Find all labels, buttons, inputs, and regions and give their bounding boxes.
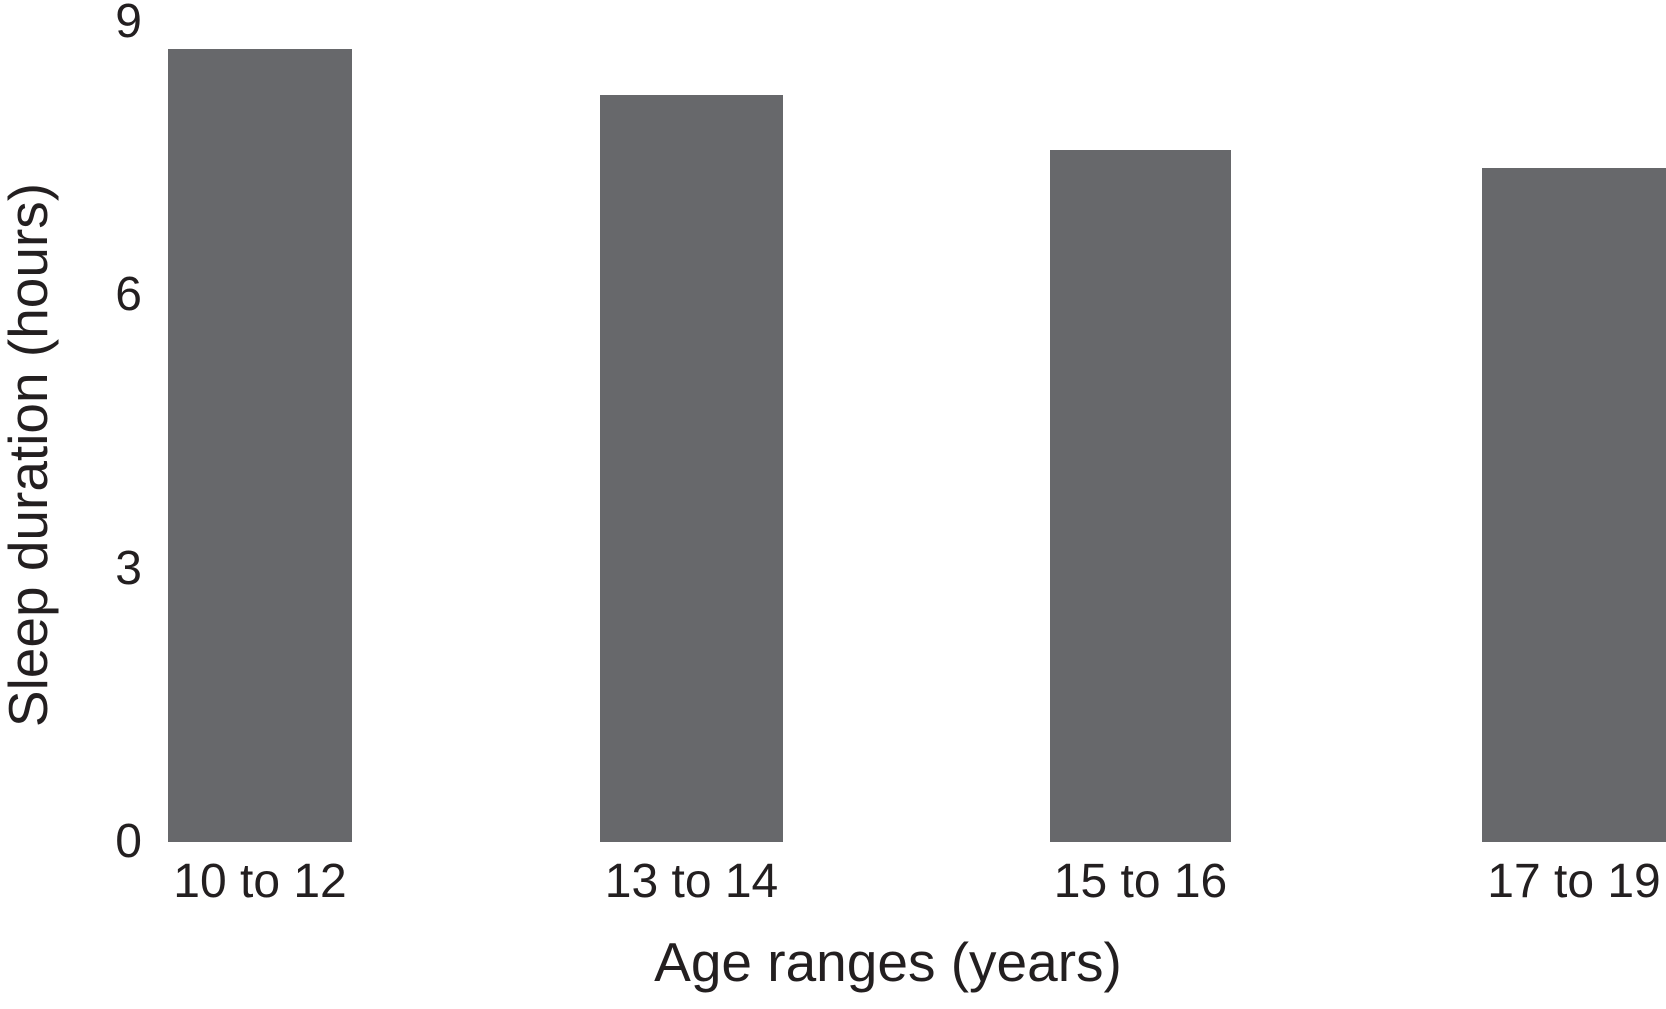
y-tick-label: 6 (115, 268, 142, 322)
bar-17-to-19 (1482, 167, 1666, 842)
x-tick-label: 13 to 14 (604, 855, 779, 908)
x-tick-label: 15 to 16 (1053, 855, 1228, 908)
y-tick-label: 0 (115, 815, 142, 868)
x-axis-title: Age ranges (years) (654, 931, 1122, 993)
bar-13-to-14 (600, 94, 783, 842)
y-tick-label: 9 (115, 0, 142, 48)
x-tick-label: 10 to 12 (173, 855, 347, 908)
y-axis-title: Sleep duration (hours) (0, 182, 59, 728)
bar-15-to-16 (1050, 149, 1231, 842)
x-tick-label: 17 to 19 (1487, 855, 1661, 908)
y-tick-label: 3 (115, 541, 142, 595)
bar-10-to-12 (168, 49, 352, 842)
